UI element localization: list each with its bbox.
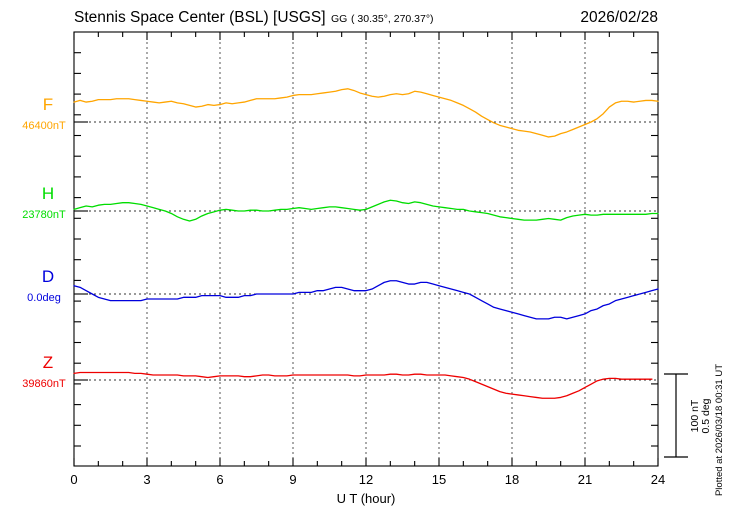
component-baselines: [74, 121, 658, 381]
trace-d: [73, 280, 659, 320]
x-tick-label: 9: [289, 472, 296, 487]
geographic-coordinates: ( 30.35°, 270.37°): [351, 13, 434, 25]
y-axis-ticks: [74, 52, 658, 447]
scale-bar-label-nt: 100 nT: [689, 399, 701, 432]
x-tick-label: 12: [359, 472, 373, 487]
x-tick-label: 6: [216, 472, 223, 487]
trace-h: [73, 199, 659, 222]
component-value-f: 46400nT: [22, 120, 66, 132]
component-letter-z: Z: [43, 353, 53, 372]
component-letter-f: F: [43, 95, 53, 114]
component-value-h: 23780nT: [22, 209, 66, 221]
component-value-d: 0.0deg: [27, 292, 61, 304]
station-title: Stennis Space Center (BSL) [USGS]: [74, 9, 326, 26]
x-axis-ticks: [73, 32, 659, 466]
x-tick-label: 24: [651, 472, 665, 487]
x-tick-label: 18: [505, 472, 519, 487]
data-traces: [73, 88, 659, 399]
component-value-z: 39860nT: [22, 378, 66, 390]
x-tick-label: 15: [432, 472, 446, 487]
scale-bar-label-deg: 0.5 deg: [700, 398, 712, 433]
x-axis-title: U T (hour): [337, 491, 396, 506]
trace-z: [73, 371, 653, 399]
x-tick-label: 3: [143, 472, 150, 487]
coord-system: GG: [331, 13, 347, 25]
component-letter-d: D: [42, 267, 54, 286]
trace-f: [73, 88, 659, 138]
plotted-timestamp: Plotted at 2026/03/18 00:31 UT: [714, 364, 725, 496]
x-tick-label: 0: [70, 472, 77, 487]
x-tick-label: 21: [578, 472, 592, 487]
scale-bar: [664, 373, 688, 458]
component-labels: F 46400nT H 23780nT D 0.0deg Z 39860nT: [22, 95, 66, 390]
observation-date: 2026/02/28: [580, 9, 658, 26]
x-axis-tick-labels: 0 3 6 9 12 15 18 21 24: [70, 472, 665, 487]
component-letter-h: H: [42, 184, 54, 203]
